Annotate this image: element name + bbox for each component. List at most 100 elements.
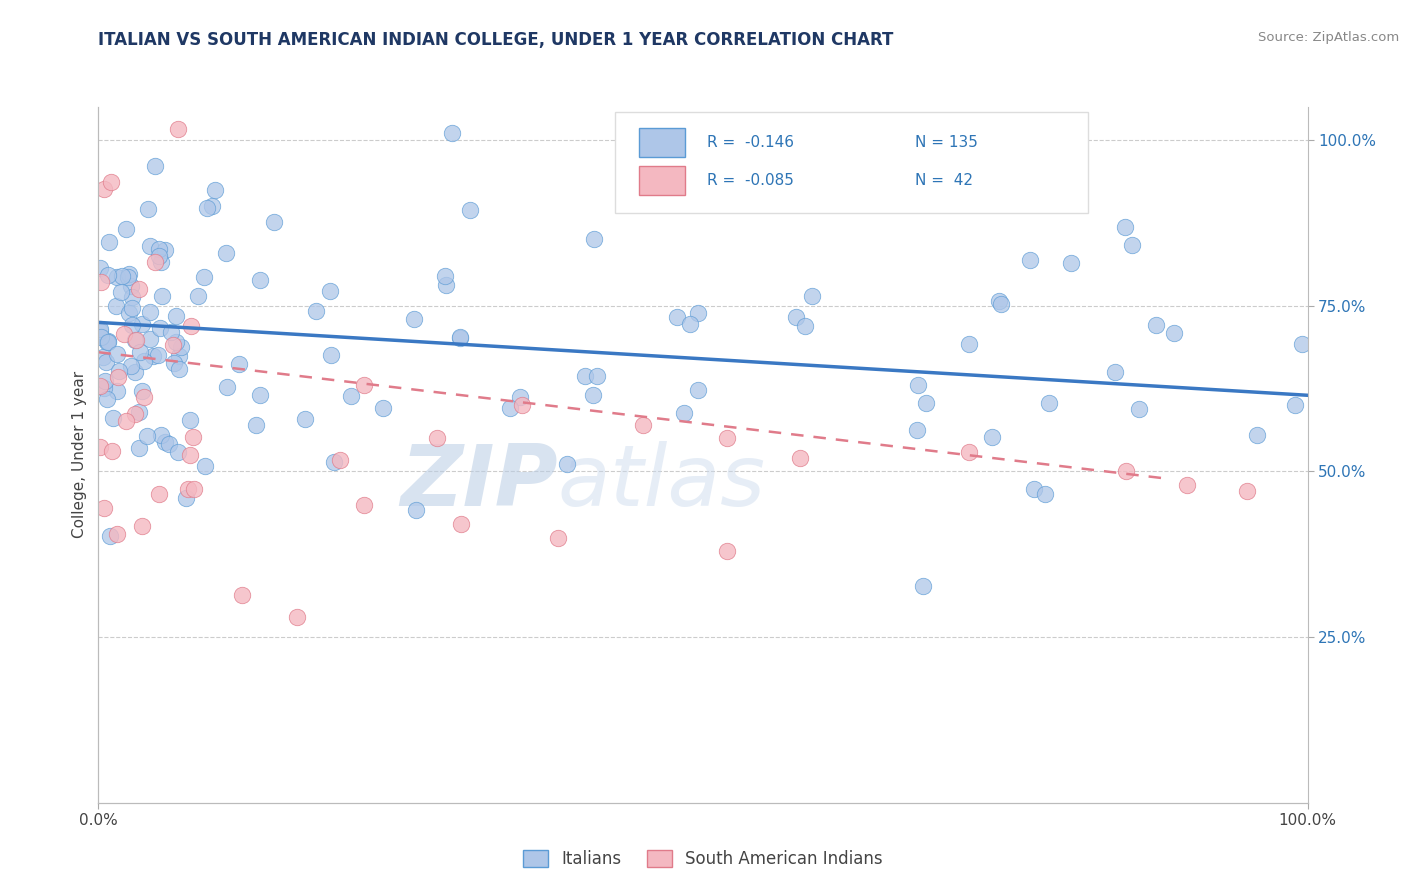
Point <box>165 335 187 350</box>
Point <box>450 517 472 532</box>
Point <box>174 491 197 505</box>
Point <box>167 121 190 136</box>
Point <box>128 442 150 456</box>
Point <box>441 126 464 140</box>
Point <box>143 255 166 269</box>
Point <box>1144 318 1167 333</box>
Point <box>990 297 1012 311</box>
Point <box>582 232 605 246</box>
Point <box>621 120 644 134</box>
Point <box>249 272 271 286</box>
Point <box>100 529 122 543</box>
Point <box>319 284 342 298</box>
Point <box>121 301 143 315</box>
Point <box>148 321 170 335</box>
Point <box>89 322 111 336</box>
Point <box>686 306 709 320</box>
Point <box>163 356 186 370</box>
Text: N = 135: N = 135 <box>915 135 977 150</box>
Point <box>555 458 578 472</box>
Point <box>179 412 201 426</box>
Point <box>111 268 134 283</box>
Point <box>167 349 190 363</box>
Point <box>165 310 187 324</box>
Point <box>183 429 205 443</box>
Y-axis label: College, Under 1 year: College, Under 1 year <box>72 371 87 539</box>
Point <box>197 201 219 215</box>
Point <box>785 310 807 324</box>
Point <box>153 244 176 258</box>
Point <box>1019 252 1042 267</box>
Point <box>353 378 375 392</box>
Point <box>907 377 929 392</box>
Point <box>322 455 344 469</box>
Point <box>1236 484 1258 499</box>
Point <box>716 544 738 558</box>
Point <box>981 430 1004 444</box>
Point <box>155 434 177 449</box>
Point <box>131 518 153 533</box>
Point <box>124 365 146 379</box>
Text: ITALIAN VS SOUTH AMERICAN INDIAN COLLEGE, UNDER 1 YEAR CORRELATION CHART: ITALIAN VS SOUTH AMERICAN INDIAN COLLEGE… <box>98 31 894 49</box>
Point <box>371 401 394 416</box>
Point <box>179 448 201 462</box>
Point <box>228 357 250 371</box>
Point <box>132 390 155 404</box>
Text: N =  42: N = 42 <box>915 173 973 188</box>
Point <box>294 412 316 426</box>
Point <box>131 384 153 398</box>
Point <box>204 182 226 196</box>
FancyBboxPatch shape <box>614 112 1087 213</box>
Point <box>686 383 709 397</box>
Point <box>148 348 170 362</box>
Point <box>148 249 170 263</box>
Point <box>118 267 141 281</box>
Point <box>1284 398 1306 412</box>
Point <box>449 330 471 344</box>
Point <box>149 428 172 442</box>
Point <box>96 355 118 369</box>
Point <box>249 387 271 401</box>
Point <box>120 279 142 293</box>
Point <box>114 414 136 428</box>
Point <box>159 325 181 339</box>
Point <box>157 437 180 451</box>
Point <box>405 503 427 517</box>
Text: R =  -0.146: R = -0.146 <box>707 135 793 150</box>
Text: Source: ZipAtlas.com: Source: ZipAtlas.com <box>1258 31 1399 45</box>
Point <box>115 222 138 236</box>
Point <box>93 182 115 196</box>
Point <box>1114 219 1136 234</box>
Point <box>93 381 115 395</box>
Point <box>177 483 200 497</box>
Point <box>91 350 114 364</box>
Point <box>426 431 449 445</box>
Point <box>1033 487 1056 501</box>
Point <box>180 319 202 334</box>
Point <box>449 331 471 345</box>
Point <box>162 338 184 352</box>
Point <box>97 334 120 348</box>
Point <box>957 444 980 458</box>
Point <box>245 417 267 432</box>
Point <box>231 588 253 602</box>
Point <box>319 348 342 362</box>
Point <box>305 304 328 318</box>
Point <box>201 199 224 213</box>
Point <box>434 278 457 293</box>
Point <box>139 305 162 319</box>
Point <box>170 340 193 354</box>
Point <box>340 389 363 403</box>
Point <box>132 354 155 368</box>
FancyBboxPatch shape <box>638 128 685 157</box>
Point <box>138 333 160 347</box>
Point <box>1115 465 1137 479</box>
Point <box>789 451 811 466</box>
Point <box>1121 238 1143 252</box>
Text: atlas: atlas <box>558 442 766 524</box>
Point <box>136 428 159 442</box>
Point <box>101 411 124 425</box>
Point <box>183 483 205 497</box>
Point <box>1163 326 1185 340</box>
Point <box>89 378 111 392</box>
